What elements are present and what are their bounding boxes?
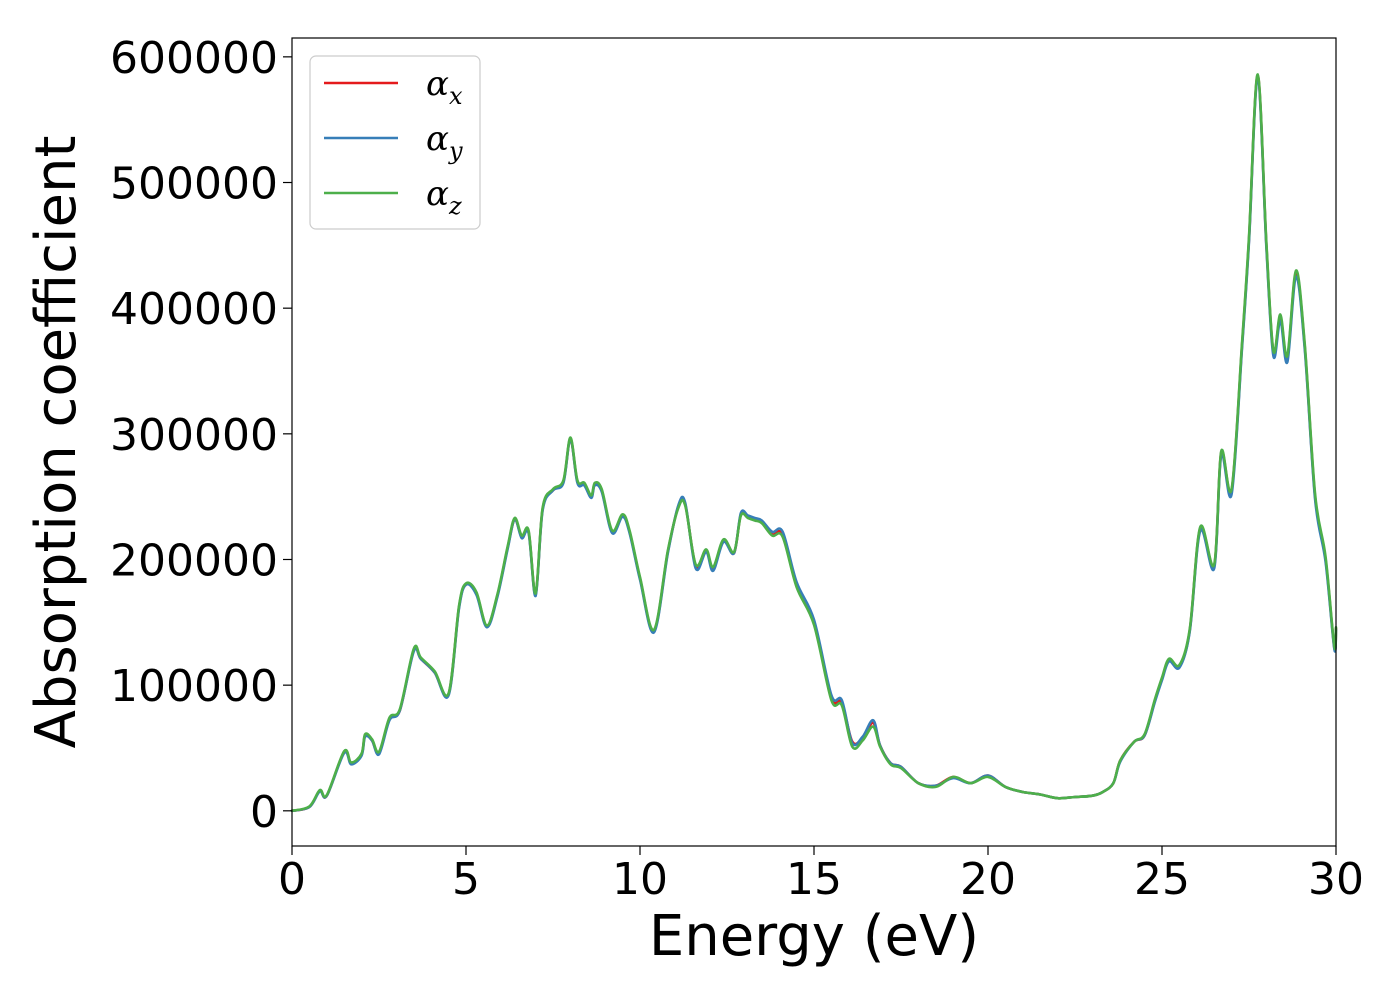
x-tick-label: 15 <box>786 854 842 905</box>
y-tick-label: 100000 <box>110 661 278 712</box>
x-tick-label: 20 <box>960 854 1016 905</box>
legend-label-subscript: y <box>448 137 463 165</box>
legend-label: αz <box>426 174 462 220</box>
x-tick-label: 30 <box>1308 854 1364 905</box>
y-tick-label: 500000 <box>110 159 278 210</box>
legend-label-base: α <box>426 174 449 214</box>
y-tick-label: 400000 <box>110 284 278 335</box>
legend-label-subscript: z <box>448 192 462 220</box>
legend-label-base: α <box>426 119 449 159</box>
series-line-αz <box>290 73 1338 813</box>
y-tick-label: 0 <box>250 787 278 838</box>
x-tick-label: 5 <box>452 854 480 905</box>
x-tick-label: 10 <box>612 854 668 905</box>
legend-label-subscript: x <box>449 82 463 110</box>
y-axis-title: Absorption coefficient <box>24 136 89 749</box>
legend-label-base: α <box>426 64 449 104</box>
legend-label: αy <box>426 119 463 165</box>
x-axis: 0 5 10 15 20 25 30 <box>278 846 1364 905</box>
series-layer <box>290 73 1338 813</box>
x-axis-title: Energy (eV) <box>649 904 979 969</box>
y-tick-label: 600000 <box>110 33 278 84</box>
x-tick-label: 0 <box>278 854 306 905</box>
y-tick-label: 300000 <box>110 410 278 461</box>
x-tick-label: 25 <box>1134 854 1190 905</box>
legend-box <box>309 55 481 230</box>
legend-label: αx <box>426 64 463 110</box>
y-tick-label: 200000 <box>110 535 278 586</box>
y-axis: 0 100000 200000 300000 400000 500000 600000 <box>110 33 292 838</box>
